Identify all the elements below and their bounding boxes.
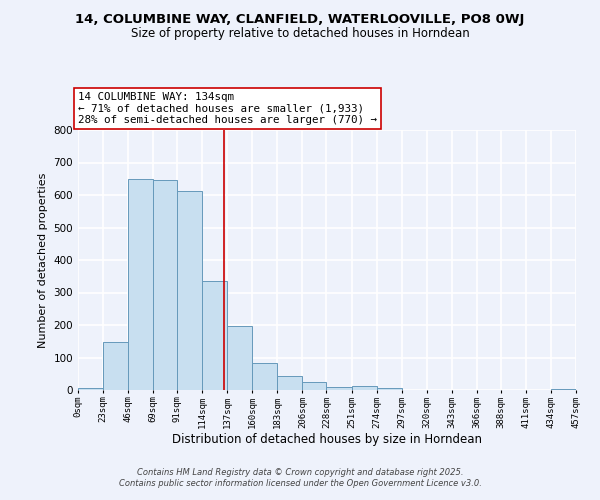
Bar [202,281,227,390]
X-axis label: Distribution of detached houses by size in Horndean: Distribution of detached houses by size … [172,434,482,446]
Bar [153,180,177,390]
Bar [277,376,302,390]
Bar [377,388,401,390]
Bar [128,180,153,390]
Bar [103,342,128,390]
Bar [177,191,202,390]
Text: 14 COLUMBINE WAY: 134sqm
← 71% of detached houses are smaller (1,933)
28% of sem: 14 COLUMBINE WAY: 134sqm ← 71% of detach… [78,92,377,125]
Text: 14, COLUMBINE WAY, CLANFIELD, WATERLOOVILLE, PO8 0WJ: 14, COLUMBINE WAY, CLANFIELD, WATERLOOVI… [76,12,524,26]
Bar [78,388,103,390]
Bar [227,326,253,390]
Text: Size of property relative to detached houses in Horndean: Size of property relative to detached ho… [131,28,469,40]
Y-axis label: Number of detached properties: Number of detached properties [38,172,48,348]
Bar [302,382,326,390]
Bar [253,362,277,390]
Bar [326,387,352,390]
Text: Contains HM Land Registry data © Crown copyright and database right 2025.
Contai: Contains HM Land Registry data © Crown c… [119,468,481,487]
Bar [352,386,377,390]
